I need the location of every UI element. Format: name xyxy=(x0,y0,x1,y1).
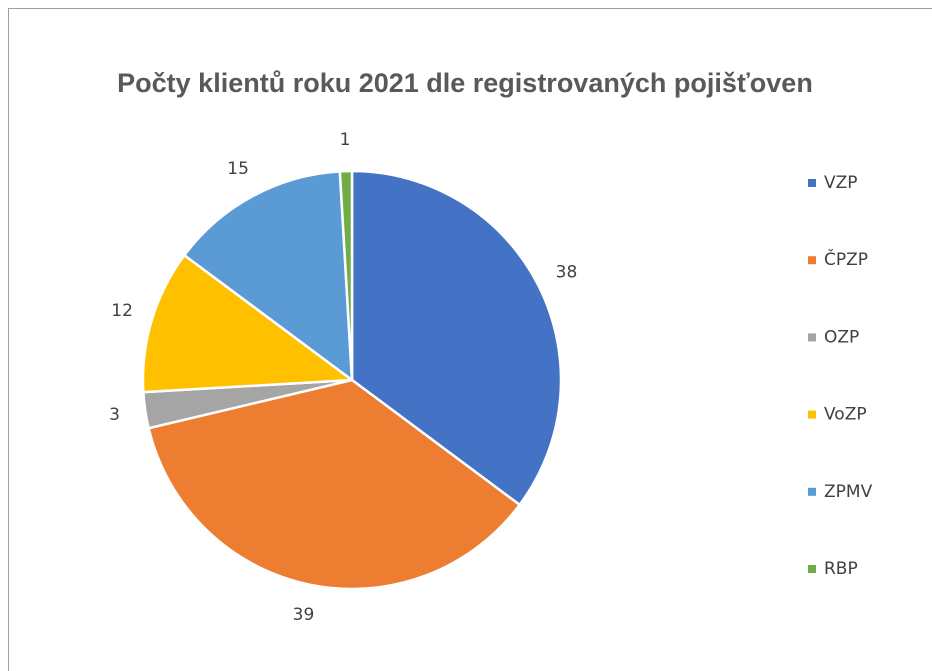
legend-label: OZP xyxy=(824,327,859,347)
legend-label: ZPMV xyxy=(824,482,873,502)
legend-label: RBP xyxy=(824,559,858,579)
legend-label: VoZP xyxy=(824,405,867,425)
pie-slice xyxy=(182,170,354,383)
legend-swatch xyxy=(808,256,816,265)
legend-label: ČPZP xyxy=(824,248,868,270)
pie-slice xyxy=(338,169,354,381)
legend-swatch xyxy=(808,410,816,419)
data-label: 39 xyxy=(293,605,315,625)
legend-swatch xyxy=(808,179,816,187)
legend-swatch xyxy=(808,565,816,573)
data-label: 38 xyxy=(556,262,578,282)
pie-slice xyxy=(141,253,356,394)
chart-title: Počty klientů roku 2021 dle registrovaný… xyxy=(117,68,813,98)
data-label: 15 xyxy=(227,159,249,179)
data-label: 1 xyxy=(340,130,351,150)
legend-label: VZP xyxy=(824,173,858,193)
pie-slice xyxy=(350,169,563,507)
pie-slice xyxy=(147,378,522,591)
data-label: 12 xyxy=(111,301,133,321)
legend-swatch xyxy=(808,487,816,496)
legend-swatch xyxy=(808,333,816,342)
data-label: 3 xyxy=(109,405,120,425)
